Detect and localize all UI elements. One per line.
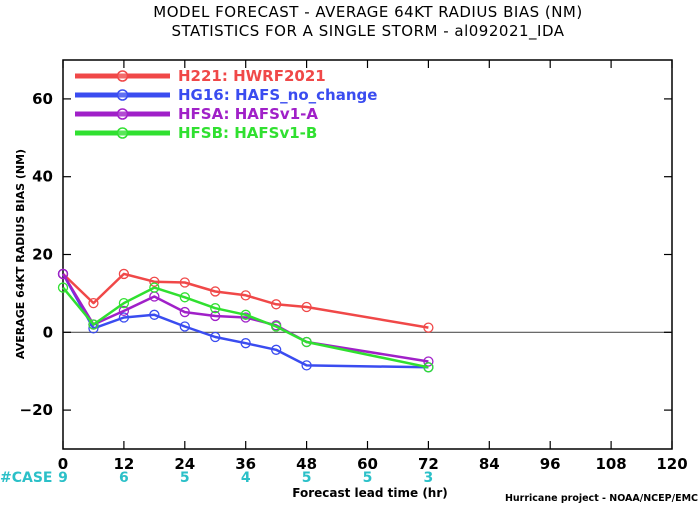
chart-subtitle: STATISTICS FOR A SINGLE STORM - al092021… — [171, 22, 564, 41]
data-point — [301, 301, 312, 313]
data-point — [423, 362, 434, 373]
data-point — [240, 290, 251, 301]
legend-label: HFSB: HAFSv1-B — [178, 124, 317, 142]
legend-marker — [116, 89, 129, 101]
y-tick-label: 60 — [32, 90, 53, 108]
data-point — [149, 276, 160, 287]
series-line — [62, 272, 429, 329]
legend-marker — [116, 70, 129, 82]
data-point — [210, 310, 221, 322]
x-tick-label: 72 — [418, 455, 439, 473]
chart-title: MODEL FORECAST - AVERAGE 64KT RADIUS BIA… — [153, 3, 582, 21]
legend-marker — [116, 108, 129, 120]
case-count: 5 — [363, 470, 373, 486]
credit-text: Hurricane project - NOAA/NCEP/EMC — [505, 493, 698, 504]
series-line — [61, 273, 429, 369]
data-point — [179, 292, 190, 303]
data-point — [240, 338, 251, 349]
data-point — [118, 312, 130, 323]
x-tick-label: 12 — [113, 455, 134, 473]
data-point — [118, 268, 130, 280]
case-count: 9 — [58, 470, 68, 486]
data-point — [88, 297, 99, 309]
case-label: #CASE — [0, 470, 53, 486]
x-tick-label: 48 — [296, 455, 317, 473]
data-point — [88, 319, 99, 330]
data-point — [210, 303, 221, 314]
legend-label: H221: HWRF2021 — [178, 67, 326, 85]
x-tick-label: 0 — [58, 455, 68, 473]
data-point — [423, 356, 434, 367]
plot-frame — [62, 59, 673, 450]
case-count: 3 — [424, 470, 434, 486]
data-point — [270, 299, 282, 310]
legend-label: HFSA: HAFSv1-A — [178, 105, 318, 123]
data-point — [240, 309, 251, 320]
y-tick-label: 40 — [32, 168, 53, 186]
data-point — [301, 360, 312, 371]
y-tick-label: 20 — [32, 246, 53, 264]
x-tick-label: 108 — [595, 455, 626, 473]
data-point — [149, 309, 160, 320]
data-point — [149, 282, 160, 293]
x-tick-label: 24 — [174, 455, 195, 473]
legend-marker — [116, 127, 129, 139]
data-point — [118, 305, 130, 317]
data-point — [210, 286, 221, 297]
case-count: 5 — [302, 470, 312, 486]
y-axis-label: AVERAGE 64KT RADIUS BIAS (NM) — [14, 149, 27, 359]
x-tick-label: 96 — [540, 455, 561, 473]
data-point — [270, 344, 282, 355]
y-tick-label: 0 — [43, 323, 53, 341]
data-point — [423, 322, 434, 333]
data-point — [210, 331, 221, 343]
data-point — [57, 282, 69, 293]
x-tick-label: 84 — [479, 455, 500, 473]
x-tick-label: 120 — [656, 455, 687, 473]
series-line — [62, 286, 429, 369]
data-point — [179, 306, 190, 318]
data-point — [118, 297, 130, 309]
data-point — [179, 321, 190, 332]
y-tick-label: −20 — [20, 401, 53, 419]
data-point — [57, 268, 69, 280]
data-point — [270, 321, 282, 332]
legend-label: HG16: HAFS_no_change — [178, 86, 377, 104]
case-count: 6 — [119, 470, 129, 486]
case-count: 4 — [241, 470, 251, 486]
x-axis-label: Forecast lead time (hr) — [292, 486, 448, 500]
data-point — [179, 277, 190, 288]
data-point — [301, 336, 312, 348]
x-tick-label: 36 — [235, 455, 256, 473]
x-tick-label: 60 — [357, 455, 378, 473]
case-count: 5 — [180, 470, 190, 486]
